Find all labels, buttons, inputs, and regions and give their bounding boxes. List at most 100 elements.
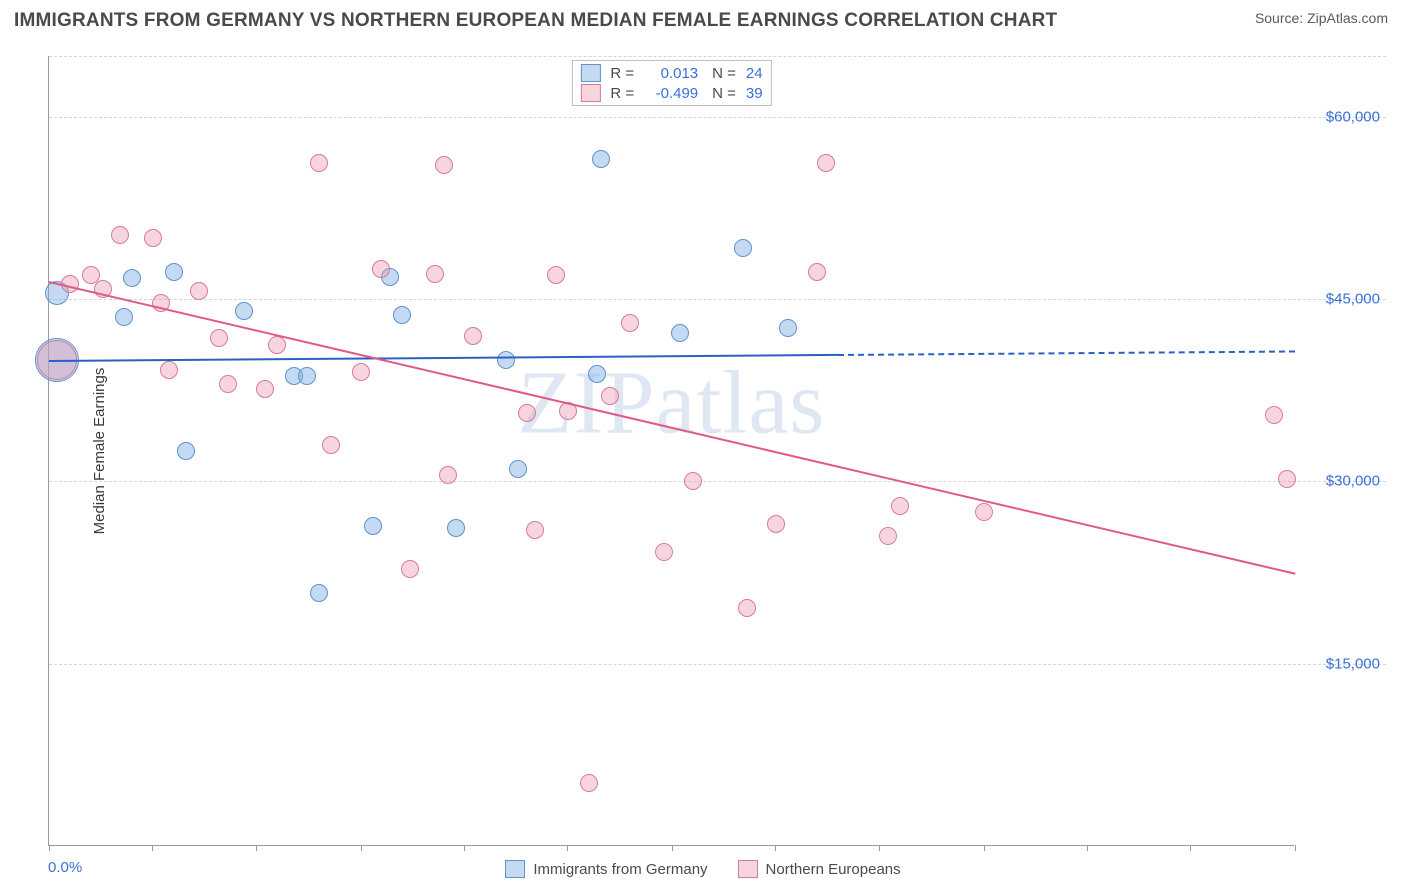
x-tick	[361, 845, 362, 851]
data-point	[526, 521, 544, 539]
data-point	[738, 599, 756, 617]
data-point	[509, 460, 527, 478]
x-tick	[567, 845, 568, 851]
data-point	[601, 387, 619, 405]
data-point	[401, 560, 419, 578]
x-tick	[879, 845, 880, 851]
n-value: 39	[746, 85, 763, 102]
trend-line	[49, 354, 838, 362]
data-point	[734, 239, 752, 257]
gridline	[49, 299, 1386, 300]
x-tick	[152, 845, 153, 851]
legend-swatch	[580, 64, 600, 82]
legend-series: Immigrants from Germany Northern European…	[0, 860, 1406, 878]
legend-correlation-row: R = 0.013 N = 24	[578, 63, 764, 83]
data-point	[671, 324, 689, 342]
data-point	[592, 150, 610, 168]
chart-container: Median Female Earnings ZIPatlas R =0.013…	[48, 56, 1386, 846]
x-tick	[49, 845, 50, 851]
data-point	[219, 375, 237, 393]
data-point	[111, 226, 129, 244]
data-point	[177, 442, 195, 460]
data-point	[518, 404, 536, 422]
data-point	[115, 308, 133, 326]
data-point	[588, 365, 606, 383]
n-label: N =	[712, 65, 736, 82]
r-value: 0.013	[644, 65, 698, 82]
data-point	[547, 266, 565, 284]
data-point	[447, 519, 465, 537]
x-tick	[1190, 845, 1191, 851]
data-point	[372, 260, 390, 278]
data-point	[891, 497, 909, 515]
data-point	[1265, 406, 1283, 424]
x-tick	[464, 845, 465, 851]
x-tick	[775, 845, 776, 851]
data-point	[426, 265, 444, 283]
data-point	[268, 336, 286, 354]
y-tick-label: $15,000	[1300, 655, 1380, 672]
gridline	[49, 117, 1386, 118]
data-point	[364, 517, 382, 535]
data-point	[684, 472, 702, 490]
x-tick	[984, 845, 985, 851]
y-tick-label: $30,000	[1300, 473, 1380, 490]
gridline	[49, 481, 1386, 482]
data-point	[879, 527, 897, 545]
data-point	[322, 436, 340, 454]
data-point	[439, 466, 457, 484]
plot-area: ZIPatlas R =0.013N =24R =-0.499N =39 $15…	[48, 56, 1294, 846]
data-point	[123, 269, 141, 287]
legend-swatch	[505, 860, 525, 878]
legend-series-item: Immigrants from Germany	[505, 860, 707, 878]
data-point	[310, 154, 328, 172]
data-point	[256, 380, 274, 398]
data-point	[393, 306, 411, 324]
trend-line	[838, 350, 1295, 356]
y-tick-label: $60,000	[1300, 108, 1380, 125]
x-tick	[672, 845, 673, 851]
data-point	[621, 314, 639, 332]
data-point	[210, 329, 228, 347]
legend-series-label: Immigrants from Germany	[533, 861, 707, 878]
data-point	[298, 367, 316, 385]
data-point	[352, 363, 370, 381]
legend-series-item: Northern Europeans	[738, 860, 901, 878]
data-point	[808, 263, 826, 281]
data-point	[310, 584, 328, 602]
legend-correlation: R = 0.013 N = 24 R = -0.499 N = 39	[571, 60, 771, 106]
data-point	[165, 263, 183, 281]
data-point	[464, 327, 482, 345]
gridline	[49, 56, 1386, 57]
y-tick-label: $45,000	[1300, 291, 1380, 308]
r-label: R =	[610, 85, 634, 102]
data-point	[767, 515, 785, 533]
data-point	[235, 302, 253, 320]
legend-series-label: Northern Europeans	[766, 861, 901, 878]
chart-title: IMMIGRANTS FROM GERMANY VS NORTHERN EURO…	[14, 10, 1057, 32]
legend-swatch	[738, 860, 758, 878]
data-point	[160, 361, 178, 379]
data-point	[1278, 470, 1296, 488]
data-point	[190, 282, 208, 300]
data-point	[655, 543, 673, 561]
data-point	[779, 319, 797, 337]
r-value: -0.499	[644, 85, 698, 102]
legend-correlation-row: R = -0.499 N = 39	[578, 83, 764, 103]
x-tick	[1087, 845, 1088, 851]
data-point	[497, 351, 515, 369]
trend-line	[49, 281, 1295, 575]
n-label: N =	[712, 85, 736, 102]
n-value: 24	[746, 65, 763, 82]
gridline	[49, 664, 1386, 665]
x-tick	[1295, 845, 1296, 851]
data-point	[435, 156, 453, 174]
data-point	[975, 503, 993, 521]
legend-swatch	[580, 84, 600, 102]
data-point	[817, 154, 835, 172]
data-point	[580, 774, 598, 792]
source-attribution: Source: ZipAtlas.com	[1255, 10, 1388, 26]
r-label: R =	[610, 65, 634, 82]
x-tick	[256, 845, 257, 851]
data-point	[144, 229, 162, 247]
